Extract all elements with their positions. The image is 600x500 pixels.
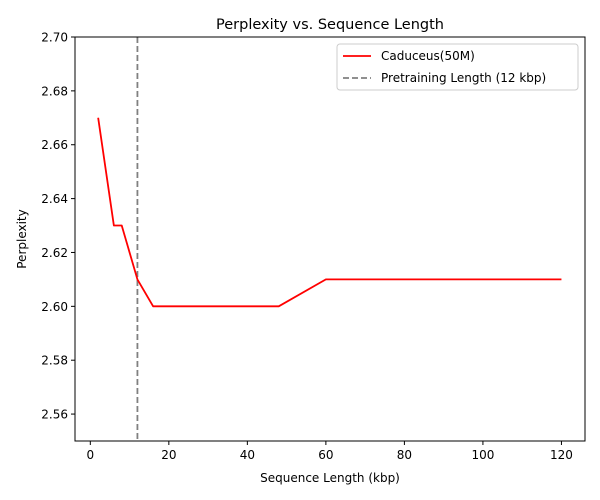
y-tick-label: 2.56 bbox=[41, 408, 68, 422]
series-layer bbox=[97, 117, 562, 308]
chart-title: Perplexity vs. Sequence Length bbox=[216, 17, 444, 33]
y-tick-label: 2.58 bbox=[41, 354, 68, 368]
x-tick-label: 120 bbox=[550, 448, 573, 462]
x-tick-label: 40 bbox=[240, 448, 255, 462]
plot-background bbox=[75, 37, 585, 441]
y-tick-label: 2.60 bbox=[41, 300, 68, 314]
x-tick-label: 20 bbox=[161, 448, 176, 462]
y-axis: 2.56 2.58 2.60 2.62 2.64 2.66 2.68 2.70 bbox=[41, 31, 75, 422]
plot-frame bbox=[74, 36, 586, 442]
plot-area bbox=[75, 37, 585, 441]
x-axis: 0 20 40 60 80 100 120 bbox=[86, 441, 573, 462]
y-axis-label: Perplexity bbox=[15, 209, 29, 269]
legend-box bbox=[336, 43, 579, 91]
x-tick-label: 0 bbox=[86, 448, 94, 462]
legend: Caduceus(50M) Pretraining Length (12 kbp… bbox=[336, 43, 579, 91]
x-tick-label: 60 bbox=[318, 448, 333, 462]
x-tick-label: 80 bbox=[397, 448, 412, 462]
x-tick-label: 100 bbox=[471, 448, 494, 462]
y-tick-label: 2.64 bbox=[41, 192, 68, 206]
y-tick-label: 2.62 bbox=[41, 246, 68, 260]
x-axis-label: Sequence Length (kbp) bbox=[260, 471, 400, 485]
legend-label-caduceus: Caduceus(50M) bbox=[381, 49, 475, 63]
y-tick-label: 2.70 bbox=[41, 31, 68, 45]
series-line-caduceus bbox=[97, 117, 562, 308]
y-tick-label: 2.68 bbox=[41, 84, 68, 98]
y-tick-label: 2.66 bbox=[41, 138, 68, 152]
legend-label-pretraining-length: Pretraining Length (12 kbp) bbox=[381, 71, 546, 85]
